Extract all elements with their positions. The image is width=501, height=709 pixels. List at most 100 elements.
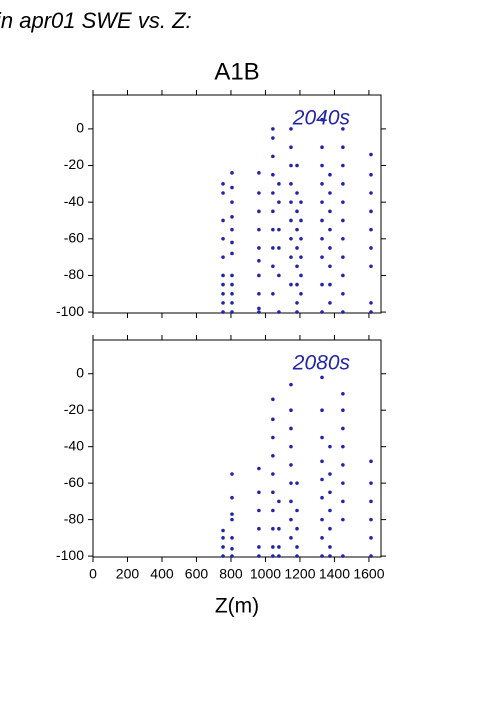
point xyxy=(328,508,332,513)
x-tick-label: 200 xyxy=(116,566,140,582)
point xyxy=(277,545,281,549)
y-tick-label: 0 xyxy=(76,364,84,380)
point xyxy=(221,310,225,314)
plot-frame xyxy=(92,94,382,314)
point xyxy=(295,209,299,214)
point xyxy=(320,435,324,440)
point xyxy=(320,554,324,558)
point xyxy=(221,191,225,195)
point xyxy=(320,117,324,122)
point xyxy=(289,517,293,522)
point xyxy=(257,246,261,250)
point xyxy=(341,218,345,223)
point xyxy=(369,310,373,314)
point xyxy=(341,391,345,396)
point xyxy=(369,301,373,305)
point xyxy=(221,237,225,241)
point xyxy=(295,481,299,485)
point xyxy=(289,536,293,540)
point xyxy=(277,273,281,278)
y-tick-label: -40 xyxy=(64,437,84,453)
point xyxy=(289,382,293,387)
point xyxy=(299,200,303,204)
point xyxy=(341,255,345,259)
point xyxy=(328,264,332,269)
point xyxy=(271,227,275,232)
point xyxy=(230,536,234,540)
point xyxy=(230,301,234,305)
point xyxy=(328,191,332,195)
point xyxy=(295,264,299,269)
point xyxy=(320,536,324,540)
point xyxy=(230,171,234,175)
point xyxy=(289,481,293,485)
point xyxy=(277,227,281,232)
point xyxy=(341,463,345,467)
point xyxy=(271,472,275,476)
point xyxy=(230,273,234,278)
point xyxy=(230,472,234,476)
point xyxy=(328,490,332,495)
point xyxy=(369,191,373,195)
point xyxy=(221,273,225,278)
point xyxy=(341,182,345,186)
point xyxy=(257,545,261,549)
point xyxy=(230,291,234,296)
chart-title: A1B xyxy=(214,58,259,85)
point xyxy=(230,251,234,256)
point xyxy=(295,526,299,531)
point xyxy=(341,444,345,449)
point xyxy=(369,517,373,522)
point xyxy=(328,172,332,177)
point xyxy=(295,545,299,549)
point xyxy=(341,499,345,504)
point xyxy=(230,227,234,232)
point xyxy=(230,512,234,516)
point xyxy=(320,310,324,314)
point xyxy=(320,145,324,150)
point xyxy=(271,545,275,549)
x-tick-label: 600 xyxy=(185,566,209,582)
y-tick-label: -80 xyxy=(64,266,84,282)
point xyxy=(341,426,345,431)
point xyxy=(320,375,324,380)
x-tick-label: 1400 xyxy=(319,566,350,582)
point xyxy=(289,463,293,467)
point xyxy=(299,218,303,223)
y-tick-label: -20 xyxy=(64,401,84,417)
point xyxy=(299,237,303,241)
point xyxy=(230,215,234,219)
point xyxy=(320,182,324,186)
point xyxy=(271,417,275,422)
point xyxy=(257,227,261,232)
point xyxy=(295,301,299,305)
point xyxy=(277,526,281,531)
y-tick-label: -40 xyxy=(64,193,84,209)
point xyxy=(320,218,324,223)
point xyxy=(271,172,275,177)
point xyxy=(271,291,275,296)
annotation: 2040s xyxy=(292,106,351,129)
point xyxy=(221,554,225,558)
point xyxy=(271,554,275,558)
point xyxy=(257,273,261,278)
point xyxy=(320,200,324,204)
point xyxy=(221,255,225,259)
point xyxy=(289,255,293,259)
point xyxy=(295,191,299,195)
x-tick-label: 0 xyxy=(89,566,97,582)
x-tick-label: 1600 xyxy=(353,566,384,582)
page-title: in apr01 SWE vs. Z: xyxy=(0,8,192,33)
point xyxy=(299,255,303,259)
point xyxy=(328,444,332,449)
point xyxy=(257,291,261,296)
y-tick-label: -100 xyxy=(56,303,84,319)
point xyxy=(277,554,281,558)
point xyxy=(277,200,281,204)
point xyxy=(341,481,345,485)
point xyxy=(271,127,275,131)
point xyxy=(328,545,332,549)
point xyxy=(257,508,261,513)
point xyxy=(230,185,234,190)
